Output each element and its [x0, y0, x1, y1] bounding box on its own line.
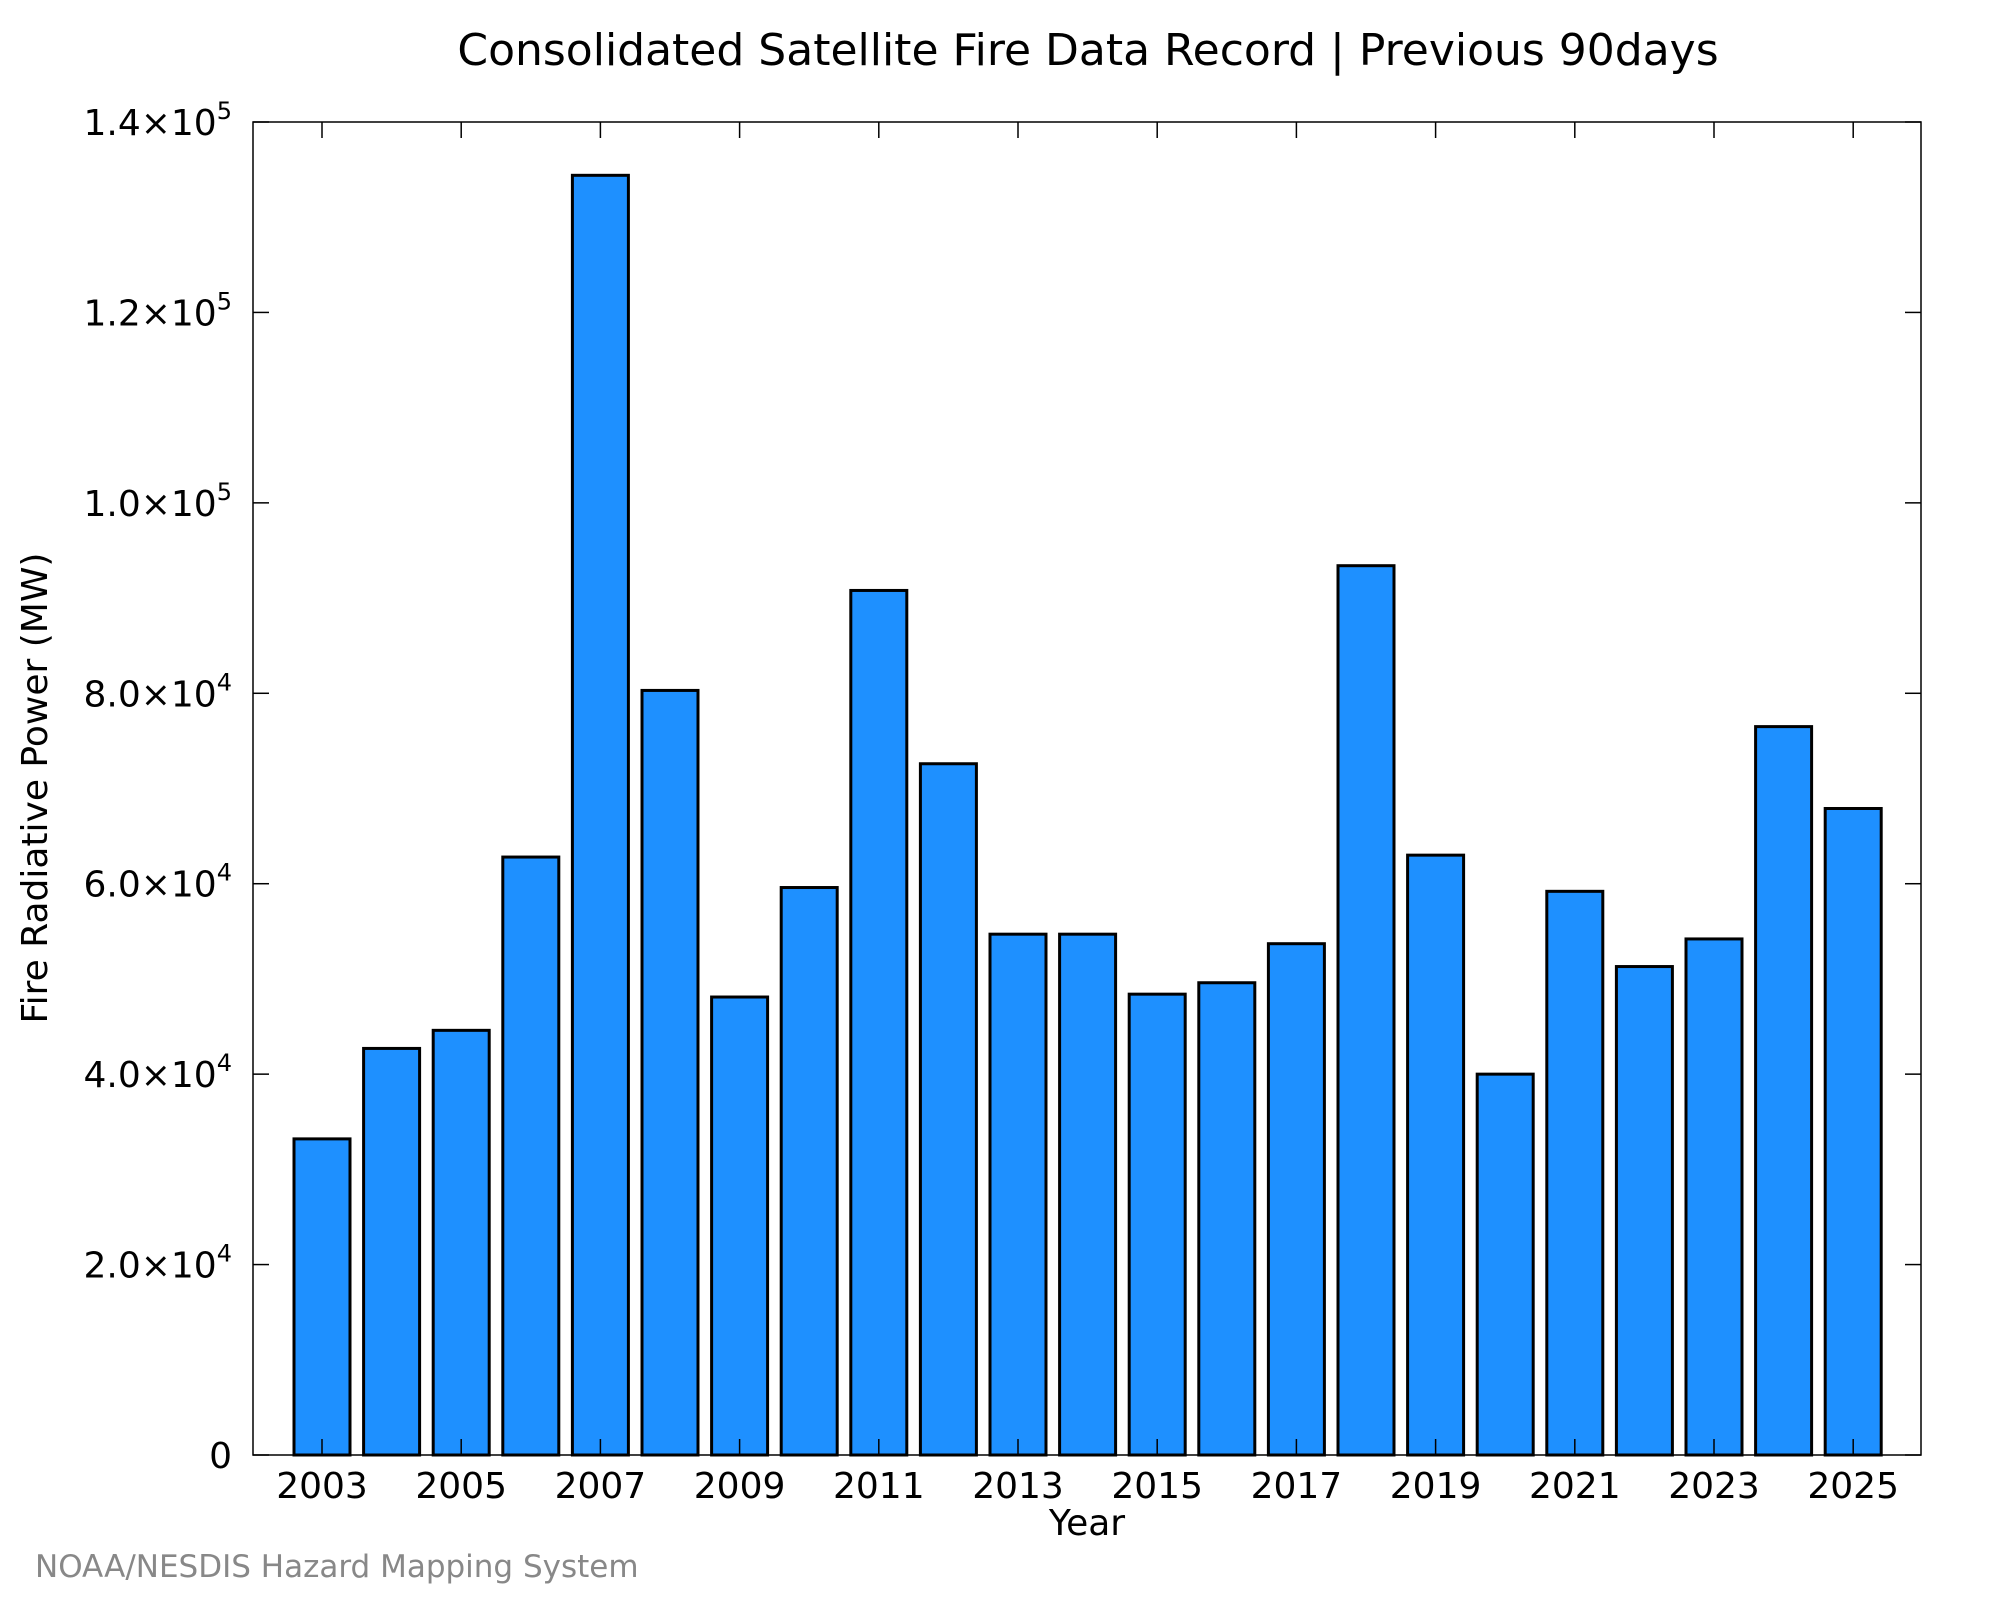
- y-axis-label: Fire Radiative Power (MW): [15, 553, 56, 1024]
- bar-2019: [1406, 853, 1466, 1457]
- bar-2020: [1475, 1072, 1535, 1457]
- bar-2010: [779, 886, 839, 1457]
- bar-2007: [570, 173, 630, 1457]
- y-tick-label: 1.0×105: [83, 478, 232, 525]
- bar-2018: [1336, 564, 1396, 1457]
- x-axis: 2003 2005 2007 2009 2011 2013 2015 2017 2019 2021…: [276, 122, 1899, 1507]
- chart-title: Consolidated Satellite Fire Data Record …: [457, 25, 1718, 76]
- y-tick-label: 1.4×105: [83, 97, 232, 144]
- bar-2025: [1823, 806, 1883, 1457]
- bar-2015: [1127, 992, 1187, 1457]
- x-tick-label: 2025: [1807, 1466, 1899, 1507]
- bar-2024: [1754, 725, 1814, 1457]
- bar-2014: [1058, 932, 1118, 1457]
- bar-2012: [918, 762, 978, 1457]
- x-tick-label: 2015: [1111, 1466, 1203, 1507]
- x-tick-label: 2021: [1529, 1466, 1621, 1507]
- bar-2016: [1197, 981, 1257, 1457]
- x-tick-label: 2005: [415, 1466, 507, 1507]
- bar-2006: [501, 855, 561, 1457]
- y-tick-label: 2.0×104: [83, 1240, 232, 1287]
- bar-2008: [640, 688, 700, 1457]
- y-tick-label: 4.0×104: [83, 1049, 232, 1096]
- x-tick-label: 2009: [694, 1466, 786, 1507]
- bar-2023: [1684, 937, 1744, 1457]
- bar-2009: [710, 995, 770, 1457]
- plot-frame: [252, 121, 1922, 1456]
- y-tick-label: 0: [209, 1436, 232, 1477]
- bar-2022: [1614, 965, 1674, 1457]
- x-tick-label: 2023: [1668, 1466, 1760, 1507]
- bars: [292, 173, 1883, 1457]
- x-tick-label: 2019: [1390, 1466, 1482, 1507]
- y-axis: 0 2.0×104 4.0×104 6.0×104 8.0×104 1.0×105 1.2×…: [83, 97, 1921, 1477]
- bar-2011: [849, 588, 909, 1457]
- x-tick-label: 2013: [972, 1466, 1064, 1507]
- x-axis-label: Year: [1048, 1503, 1125, 1544]
- bar-2013: [988, 932, 1048, 1457]
- bar-2004: [362, 1046, 422, 1457]
- bar-2017: [1266, 942, 1326, 1457]
- bar-2005: [431, 1028, 491, 1457]
- y-tick-label: 8.0×104: [83, 668, 232, 715]
- y-tick-label: 6.0×104: [83, 859, 232, 906]
- bar-2021: [1545, 889, 1605, 1457]
- credit-text: NOAA/NESDIS Hazard Mapping System: [35, 1549, 639, 1585]
- x-tick-label: 2003: [276, 1466, 368, 1507]
- x-tick-label: 2017: [1251, 1466, 1343, 1507]
- x-tick-label: 2011: [833, 1466, 925, 1507]
- x-tick-label: 2007: [555, 1466, 647, 1507]
- bar-2003: [292, 1137, 352, 1457]
- y-tick-label: 1.2×105: [83, 287, 232, 334]
